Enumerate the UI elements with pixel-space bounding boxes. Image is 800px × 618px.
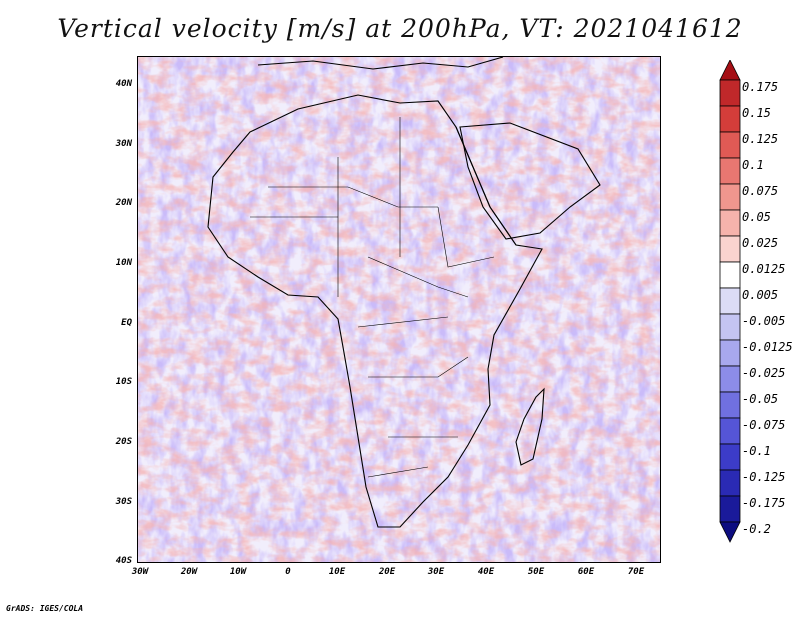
- lon-tick-40e: 40E: [477, 567, 495, 577]
- lon-tick-50e: 50E: [527, 567, 545, 577]
- colorbar-label: 0.15: [742, 106, 771, 120]
- colorbar-label: -0.1: [742, 444, 771, 458]
- colorbar-swatch: [719, 157, 741, 185]
- lon-tick-30w: 30W: [131, 567, 149, 577]
- colorbar-label: -0.005: [742, 314, 786, 328]
- colorbar-label: -0.2: [742, 522, 771, 536]
- colorbar-bottom-arrow: [719, 521, 741, 543]
- colorbar-label: -0.025: [742, 366, 786, 380]
- lat-tick-40s: 40S: [115, 556, 132, 566]
- colorbar-swatch: [719, 443, 741, 471]
- lon-tick-0: 0: [285, 567, 291, 577]
- colorbar-swatch: [719, 235, 741, 263]
- colorbar-label: -0.05: [742, 392, 779, 406]
- lat-tick-eq: EQ: [121, 318, 132, 328]
- colorbar-label: 0.0125: [742, 262, 786, 276]
- lon-tick-30e: 30E: [427, 567, 445, 577]
- colorbar-swatch: [719, 79, 741, 107]
- colorbar-label: -0.0125: [742, 340, 793, 354]
- lat-tick-30s: 30S: [115, 497, 132, 507]
- colorbar-label: 0.05: [742, 210, 771, 224]
- colorbar-swatch: [719, 131, 741, 159]
- colorbar-swatch: [719, 469, 741, 497]
- colorbar-swatch: [719, 183, 741, 211]
- lon-tick-10w: 10W: [229, 567, 247, 577]
- colorbar-top-arrow: [719, 60, 741, 81]
- colorbar-label: -0.125: [742, 470, 786, 484]
- madagascar-coastline: [515, 387, 545, 466]
- red-sea: [455, 126, 517, 246]
- colorbar-label: 0.1: [742, 158, 764, 172]
- colorbar-swatch: [719, 417, 741, 445]
- lat-tick-30n: 30N: [115, 139, 132, 149]
- colorbar-label: 0.125: [742, 132, 779, 146]
- colorbar-label: 0.005: [742, 288, 779, 302]
- colorbar: [719, 60, 741, 543]
- lon-tick-60e: 60E: [577, 567, 595, 577]
- lat-tick-20s: 20S: [115, 437, 132, 447]
- colorbar-label: -0.175: [742, 496, 786, 510]
- colorbar-swatch: [719, 261, 741, 289]
- colorbar-swatch: [719, 391, 741, 419]
- coastline-outlines: [207, 57, 601, 528]
- colorbar-swatch: [719, 339, 741, 367]
- vertical-velocity-field: [138, 57, 660, 562]
- lat-tick-40n: 40N: [115, 79, 132, 89]
- grads-credit: GrADS: IGES/COLA: [6, 604, 84, 613]
- map-panel: [137, 56, 661, 563]
- lat-tick-20n: 20N: [115, 198, 132, 208]
- colorbar-swatch: [719, 365, 741, 393]
- arabia-coastline: [459, 122, 601, 240]
- lon-tick-70e: 70E: [627, 567, 645, 577]
- colorbar-swatch: [719, 105, 741, 133]
- colorbar-label: 0.025: [742, 236, 779, 250]
- country-borders: [250, 117, 495, 478]
- lon-tick-20e: 20E: [378, 567, 396, 577]
- europe-coastline: [257, 57, 504, 70]
- colorbar-label: -0.075: [742, 418, 786, 432]
- lat-tick-10n: 10N: [115, 258, 132, 268]
- lon-tick-20w: 20W: [180, 567, 198, 577]
- colorbar-swatch: [719, 495, 741, 523]
- colorbar-swatch: [719, 287, 741, 315]
- colorbar-label: 0.175: [742, 80, 779, 94]
- lon-tick-10e: 10E: [328, 567, 346, 577]
- colorbar-label: 0.075: [742, 184, 779, 198]
- lat-tick-10s: 10S: [115, 377, 132, 387]
- colorbar-swatch: [719, 313, 741, 341]
- colorbar-swatch: [719, 209, 741, 237]
- map-title: Vertical velocity [m/s] at 200hPa, VT: 2…: [57, 14, 743, 43]
